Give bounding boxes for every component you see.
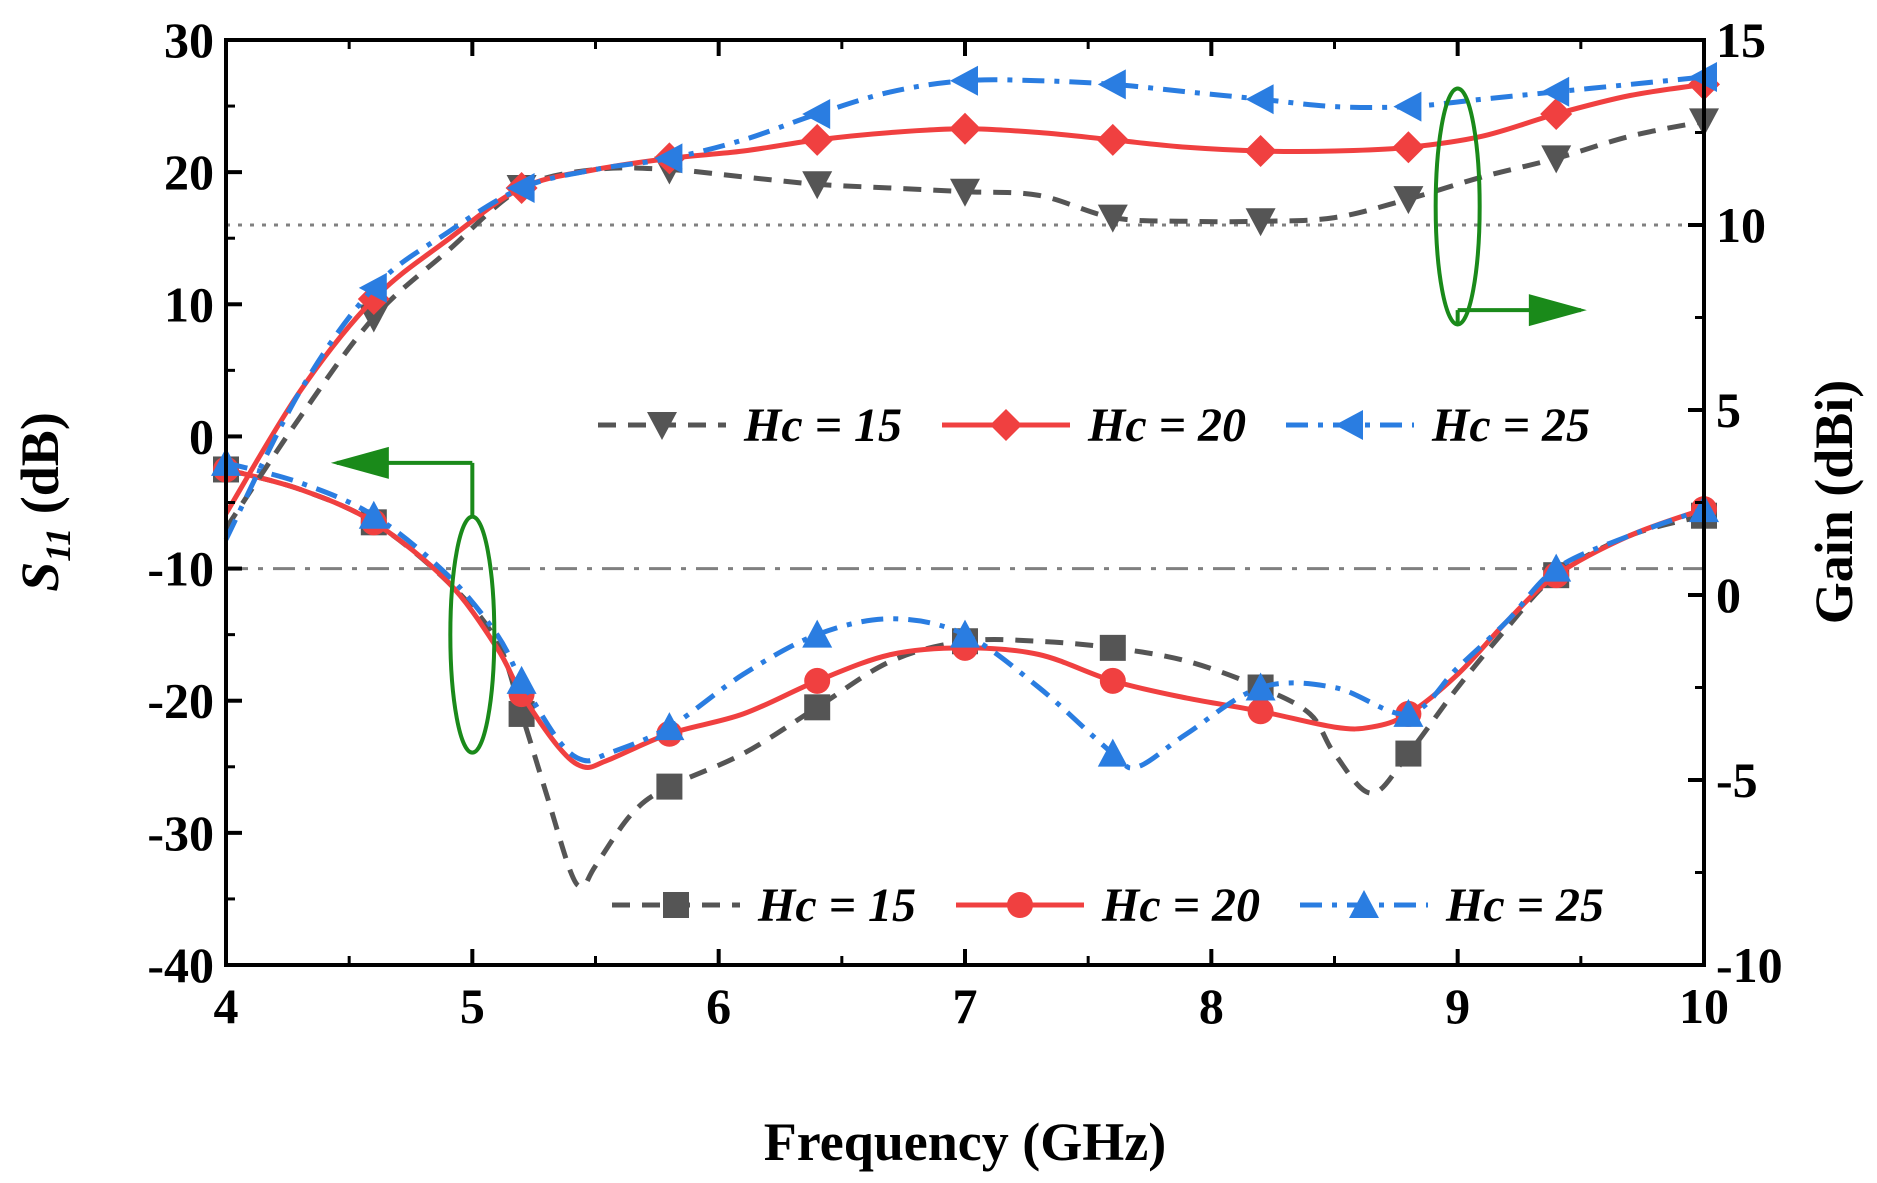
legend-marker bbox=[1007, 892, 1033, 918]
legend-entry-label: Hc = 25 bbox=[1431, 399, 1590, 452]
series-right-3 bbox=[223, 108, 1719, 530]
data-point bbox=[1099, 667, 1126, 694]
series-layer bbox=[211, 62, 1720, 889]
y-left-tick-label: 10 bbox=[164, 276, 214, 332]
data-point bbox=[656, 773, 683, 800]
data-point bbox=[1096, 123, 1129, 156]
data-point bbox=[1541, 553, 1572, 582]
data-point bbox=[358, 304, 389, 333]
y-left-tick-label: 20 bbox=[164, 144, 214, 200]
series-left-2 bbox=[211, 447, 1719, 771]
annotations bbox=[330, 86, 1587, 755]
data-point bbox=[950, 619, 980, 648]
series-left-1 bbox=[213, 456, 1717, 770]
data-point bbox=[506, 665, 537, 694]
data-point bbox=[802, 171, 833, 200]
data-point bbox=[654, 143, 683, 174]
legend-middle-center: Hc = 15 Hc = 20 Hc = 25 bbox=[598, 399, 1590, 452]
y-left-tick-label: -40 bbox=[147, 937, 214, 993]
y-axis-left-title-suffix: (dB) bbox=[10, 412, 70, 528]
reference-lines bbox=[226, 223, 1704, 571]
data-point bbox=[1099, 634, 1126, 661]
series-line bbox=[223, 118, 1705, 530]
annotation-left-axis bbox=[330, 446, 497, 755]
y-axis-right-title: Gain (dBi) bbox=[1804, 380, 1864, 625]
data-point bbox=[1245, 84, 1274, 115]
y-left-tick-label: -20 bbox=[147, 673, 214, 729]
data-point bbox=[802, 99, 831, 129]
annotation-arrow-head bbox=[1528, 294, 1587, 327]
axes: 4 5 6 7 8 9 10 -40 -30 -20 -10 0 10 20 30 -10 -5 0 5 10 15 bbox=[147, 12, 1782, 1034]
data-point bbox=[1245, 672, 1276, 701]
series-line bbox=[225, 467, 1705, 770]
x-tick-label: 10 bbox=[1679, 978, 1729, 1034]
data-point bbox=[1395, 740, 1422, 767]
annotation-arrow-head bbox=[330, 446, 389, 479]
y-right-tick-label: 0 bbox=[1716, 567, 1741, 623]
x-tick-label: 8 bbox=[1199, 978, 1224, 1034]
data-point bbox=[1393, 186, 1424, 215]
data-point bbox=[1097, 204, 1128, 233]
legend-entry-label: Hc = 20 bbox=[1087, 399, 1246, 452]
y-left-tick-label: 30 bbox=[164, 12, 214, 68]
legend-marker bbox=[663, 892, 689, 918]
legend-entry-label: Hc = 15 bbox=[757, 879, 916, 932]
annotation-right-axis bbox=[1433, 86, 1587, 327]
y-axis-left-title-sub: 11 bbox=[38, 528, 78, 562]
data-point bbox=[1393, 91, 1422, 122]
data-point bbox=[1541, 76, 1570, 107]
data-point bbox=[1392, 131, 1425, 164]
x-tick-label: 9 bbox=[1445, 978, 1470, 1034]
x-tick-label: 7 bbox=[953, 978, 978, 1034]
data-point bbox=[804, 667, 831, 694]
data-point bbox=[802, 619, 833, 648]
data-point bbox=[1097, 738, 1128, 767]
y-left-tick-label: -30 bbox=[147, 805, 214, 861]
legend-entry-label: Hc = 20 bbox=[1101, 879, 1260, 932]
series-line bbox=[223, 81, 1705, 515]
y-left-tick-label: -10 bbox=[147, 541, 214, 597]
series-left-0 bbox=[213, 456, 1717, 889]
annotation-ellipse bbox=[1433, 86, 1482, 327]
data-point bbox=[358, 500, 389, 529]
data-point bbox=[506, 173, 535, 203]
x-tick-label: 6 bbox=[706, 978, 731, 1034]
y-axis-left-title-main: S bbox=[10, 562, 70, 592]
y-right-tick-label: 15 bbox=[1716, 12, 1766, 68]
data-point bbox=[1541, 145, 1572, 174]
y-right-tick-label: 5 bbox=[1716, 382, 1741, 438]
y-left-tick-label: 0 bbox=[189, 408, 214, 464]
y-axis-left-title: S11 (dB) bbox=[10, 412, 78, 592]
data-point bbox=[801, 123, 834, 156]
series-line bbox=[225, 467, 1705, 889]
legend-entry-label: Hc = 25 bbox=[1445, 879, 1604, 932]
data-point bbox=[804, 694, 831, 721]
legend-marker bbox=[1349, 890, 1379, 918]
data-point bbox=[1540, 98, 1573, 130]
data-point bbox=[950, 178, 980, 207]
data-point bbox=[358, 272, 387, 303]
data-point bbox=[950, 65, 978, 96]
data-point bbox=[949, 112, 981, 145]
y-right-tick-label: 10 bbox=[1716, 197, 1766, 253]
legend-bottom-center: Hc = 15 Hc = 20 Hc = 25 bbox=[612, 879, 1604, 932]
data-point bbox=[654, 712, 685, 741]
legend-marker bbox=[1335, 410, 1363, 440]
y-right-tick-label: -5 bbox=[1716, 752, 1758, 808]
x-tick-label: 4 bbox=[214, 978, 239, 1034]
series-line bbox=[225, 460, 1705, 771]
legend-marker bbox=[990, 409, 1022, 441]
data-point bbox=[1244, 135, 1277, 167]
data-point bbox=[1097, 69, 1126, 100]
y-right-tick-label: -10 bbox=[1716, 937, 1783, 993]
data-point bbox=[1393, 698, 1424, 727]
legend-marker bbox=[647, 412, 677, 440]
data-point bbox=[1245, 208, 1276, 237]
legend-entry-label: Hc = 15 bbox=[743, 399, 902, 452]
data-point bbox=[1247, 698, 1274, 725]
x-tick-label: 5 bbox=[460, 978, 485, 1034]
x-axis-title: Frequency (GHz) bbox=[764, 1112, 1166, 1172]
